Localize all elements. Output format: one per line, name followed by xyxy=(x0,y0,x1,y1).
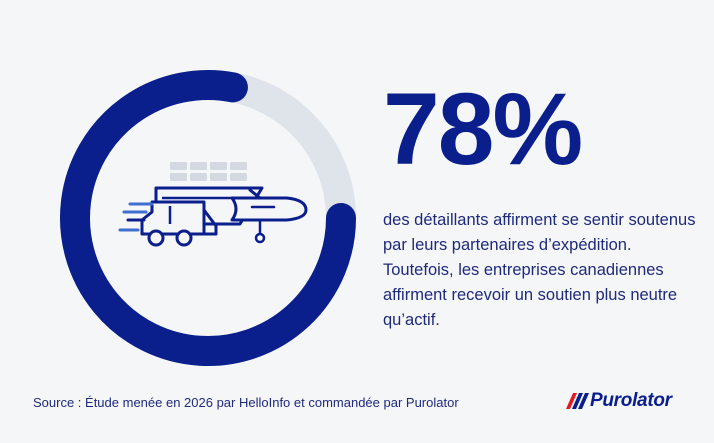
description-text: des détaillants affirment se sentir sout… xyxy=(383,211,696,329)
purolator-logo: Purolator xyxy=(566,390,672,412)
percentage-value: 78% xyxy=(383,72,583,186)
purolator-wordmark: Purolator xyxy=(590,390,672,411)
donut-value-arc xyxy=(60,70,356,366)
source-note: Source : Étude menée en 2026 par HelloIn… xyxy=(33,395,459,410)
purolator-stripes-icon xyxy=(566,393,589,409)
donut-chart xyxy=(60,70,356,366)
shipping-icon xyxy=(118,162,308,247)
